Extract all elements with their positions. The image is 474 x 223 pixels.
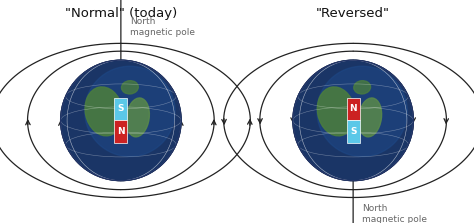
- Bar: [346, 120, 360, 143]
- Bar: [346, 97, 360, 120]
- Text: N: N: [349, 105, 357, 114]
- Text: N: N: [117, 127, 125, 136]
- Circle shape: [61, 60, 181, 181]
- Text: North
magnetic pole: North magnetic pole: [130, 17, 195, 37]
- Text: North
magnetic pole: North magnetic pole: [362, 204, 427, 223]
- Ellipse shape: [358, 98, 382, 137]
- Bar: [114, 97, 128, 120]
- Text: S: S: [350, 127, 356, 136]
- Ellipse shape: [354, 81, 371, 94]
- Ellipse shape: [317, 87, 355, 136]
- Circle shape: [317, 66, 407, 157]
- Ellipse shape: [85, 87, 123, 136]
- Bar: [114, 120, 128, 143]
- Text: "Normal" (today): "Normal" (today): [65, 7, 177, 20]
- Circle shape: [293, 60, 413, 181]
- Ellipse shape: [126, 98, 149, 137]
- Text: S: S: [118, 105, 124, 114]
- Text: "Reversed": "Reversed": [316, 7, 390, 20]
- Ellipse shape: [121, 81, 138, 94]
- Circle shape: [85, 66, 175, 157]
